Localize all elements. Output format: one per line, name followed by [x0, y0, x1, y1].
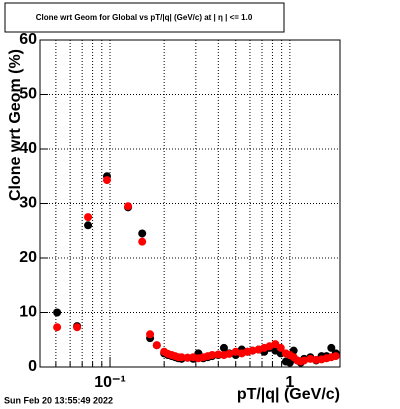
data-point [138, 229, 147, 238]
y-tick-label: 60 [19, 31, 37, 48]
data-point [146, 330, 155, 339]
y-tick-label: 0 [28, 358, 37, 375]
x-tick-label: 1 [285, 374, 294, 391]
data-point [84, 213, 93, 222]
x-axis-label: pT/|q| (GeV/c) [237, 386, 340, 403]
data-point [84, 221, 93, 230]
data-point [102, 176, 111, 185]
data-point [231, 347, 240, 356]
data-point [300, 356, 309, 365]
chart-title: Clone wrt Geom for Global vs pT/|q| (GeV… [36, 13, 253, 22]
data-point [327, 343, 336, 352]
data-point [138, 237, 147, 246]
data-point [53, 308, 62, 317]
data-point [124, 202, 133, 211]
data-point [219, 343, 228, 352]
data-point [53, 323, 62, 332]
y-tick-label: 30 [19, 195, 37, 212]
y-tick-label: 10 [19, 304, 37, 321]
data-point [208, 351, 217, 360]
data-point [276, 343, 285, 352]
y-axis-label: Clone wrt Geom (%) [7, 49, 24, 201]
data-point [73, 323, 82, 332]
data-point [225, 349, 234, 358]
data-point [248, 346, 257, 355]
timestamp: Sun Feb 20 13:55:49 2022 [4, 395, 113, 405]
data-point [177, 353, 186, 362]
data-point [152, 341, 161, 350]
title-box [4, 2, 285, 33]
y-tick-label: 40 [19, 140, 37, 157]
x-tick-label: 10⁻¹ [94, 374, 126, 391]
y-tick-label: 50 [19, 86, 37, 103]
data-point [331, 352, 340, 361]
y-tick-label: 20 [19, 249, 37, 266]
